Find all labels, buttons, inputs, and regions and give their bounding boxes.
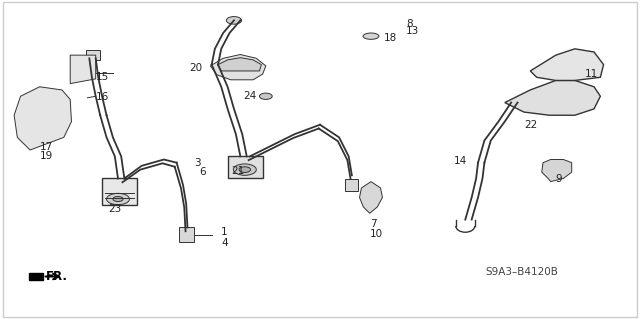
Text: 1: 1 [221, 227, 228, 237]
Text: 19: 19 [40, 151, 53, 161]
Circle shape [106, 193, 129, 205]
Bar [346, 179, 358, 191]
Text: 21: 21 [231, 166, 244, 175]
Polygon shape [360, 182, 383, 213]
Text: 22: 22 [524, 120, 537, 130]
Polygon shape [531, 49, 604, 80]
Text: 18: 18 [384, 33, 397, 43]
Bar [228, 156, 262, 178]
Text: 7: 7 [370, 219, 376, 229]
Text: 17: 17 [40, 143, 53, 152]
Circle shape [113, 197, 123, 202]
Text: FR.: FR. [46, 270, 68, 283]
Text: 11: 11 [584, 69, 598, 79]
Bar [179, 227, 195, 242]
Polygon shape [541, 160, 572, 182]
Text: 10: 10 [370, 229, 383, 239]
Polygon shape [505, 80, 600, 115]
Ellipse shape [363, 33, 379, 39]
Bar [102, 178, 137, 205]
Text: 13: 13 [406, 26, 419, 36]
Circle shape [239, 167, 250, 173]
Text: 4: 4 [221, 238, 228, 248]
Polygon shape [218, 58, 261, 71]
Text: 8: 8 [406, 19, 413, 28]
Bar [86, 50, 100, 60]
Text: S9A3–B4120B: S9A3–B4120B [486, 267, 559, 277]
Text: 24: 24 [244, 91, 257, 101]
Text: 20: 20 [189, 63, 202, 73]
Polygon shape [70, 55, 96, 84]
Circle shape [259, 93, 272, 100]
Polygon shape [29, 273, 43, 280]
Circle shape [234, 164, 256, 175]
Text: 14: 14 [454, 156, 467, 166]
Text: 9: 9 [556, 174, 563, 184]
Polygon shape [14, 87, 72, 150]
Polygon shape [211, 55, 266, 80]
Text: 23: 23 [108, 204, 122, 213]
Text: 15: 15 [96, 72, 109, 82]
Text: 16: 16 [96, 92, 109, 102]
Text: 3: 3 [194, 158, 200, 168]
Text: 6: 6 [199, 167, 205, 176]
Circle shape [227, 17, 242, 24]
